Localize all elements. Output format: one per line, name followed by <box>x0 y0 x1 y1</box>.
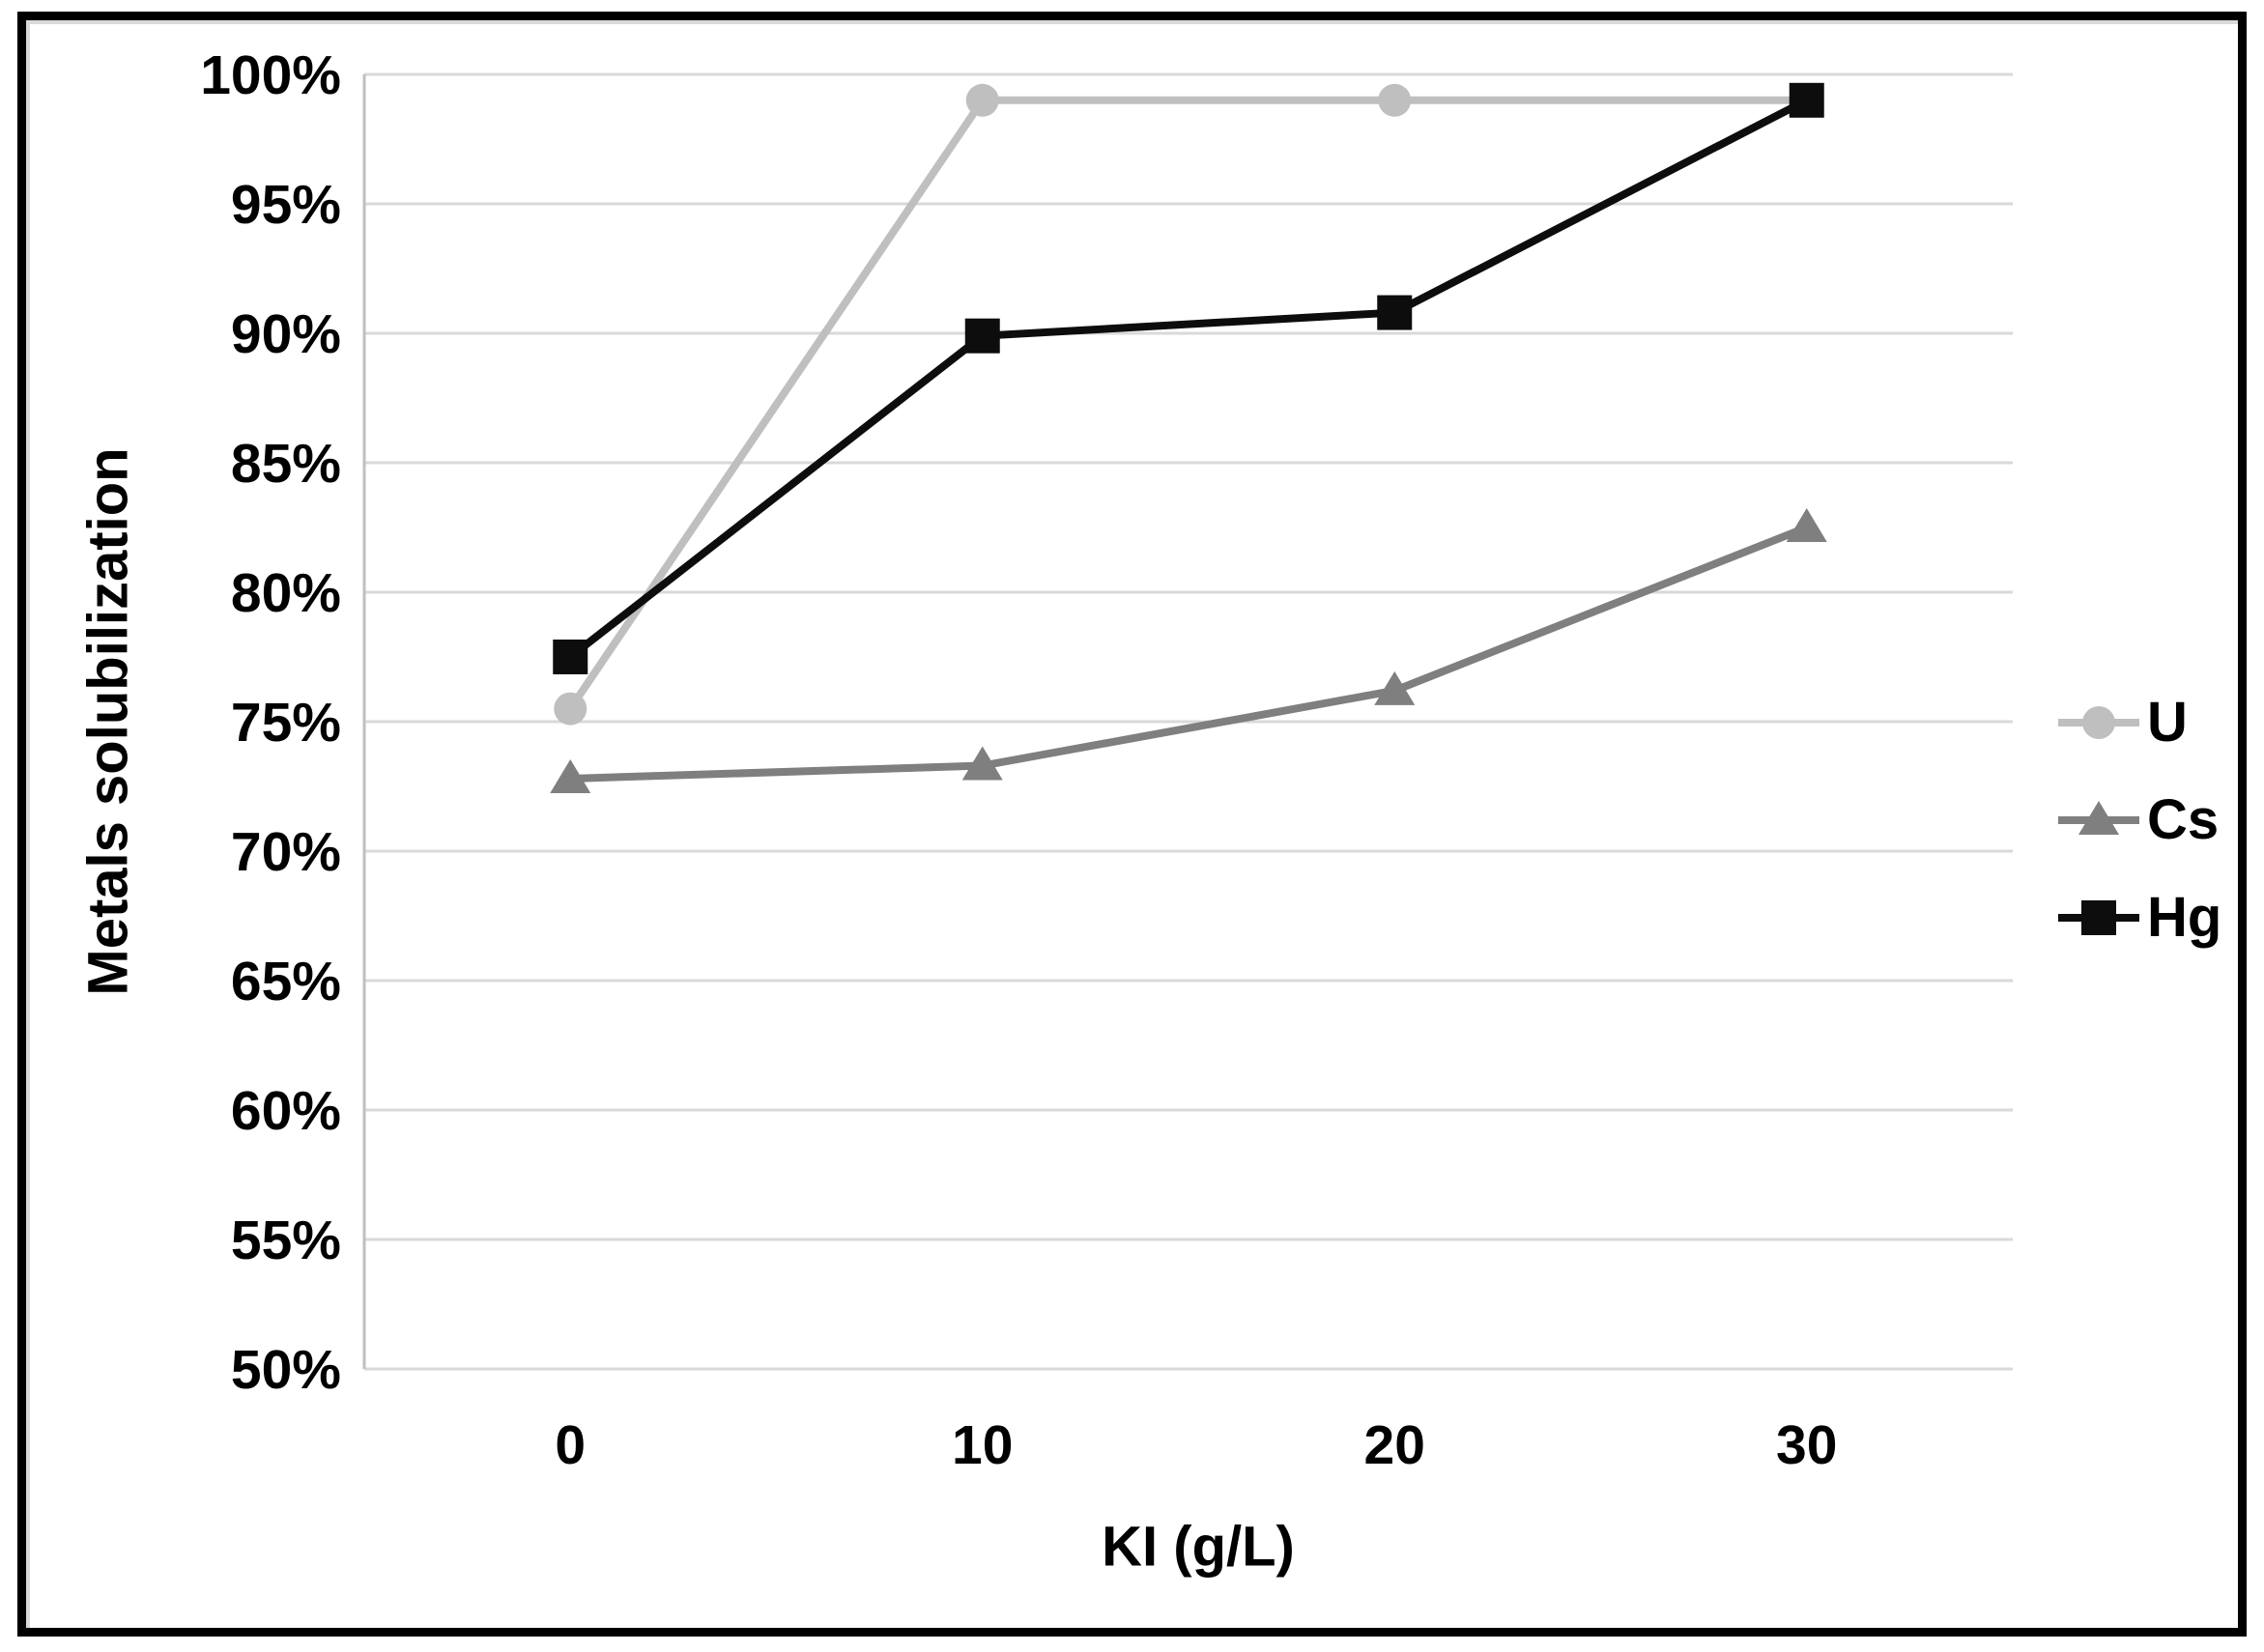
series-u-circle-marker <box>965 83 999 117</box>
series-hg-square-marker <box>964 318 1000 354</box>
legend-item-cs: Cs <box>2058 782 2219 859</box>
legend-marker-shape <box>2082 706 2115 739</box>
y-tick-label: 50% <box>231 1339 341 1401</box>
series-u-circle-marker <box>554 692 587 726</box>
legend-item-hg: Hg <box>2058 879 2221 956</box>
legend-label-cs: Cs <box>2147 788 2220 851</box>
legend-marker-shape <box>2078 801 2119 835</box>
series-cs-triangle-marker <box>1374 670 1416 705</box>
series-hg-square-marker <box>1789 82 1824 118</box>
series-cs-triangle-marker <box>961 746 1003 781</box>
y-tick-label: 100% <box>200 44 341 106</box>
y-tick-label: 60% <box>231 1080 341 1142</box>
y-tick-label: 95% <box>231 174 341 236</box>
legend-cs-triangle-icon <box>2058 801 2139 835</box>
x-tick-label: 30 <box>1776 1414 1837 1476</box>
series-line-cs <box>570 524 1809 783</box>
series-line-hg <box>567 97 1809 661</box>
legend-item-u: U <box>2058 684 2188 761</box>
legend-u-circle-icon <box>2058 706 2139 739</box>
x-tick-label: 20 <box>1364 1414 1425 1476</box>
y-tick-label: 90% <box>231 303 341 365</box>
y-tick-label: 55% <box>231 1210 341 1271</box>
y-tick-label: 70% <box>231 821 341 883</box>
x-tick-label: 0 <box>555 1414 586 1476</box>
y-axis-title: Metals solubilization <box>76 447 140 996</box>
y-tick-label: 75% <box>231 692 341 754</box>
legend-label-hg: Hg <box>2147 886 2222 949</box>
legend-hg-square-icon <box>2058 900 2139 935</box>
series-u-circle-marker <box>1378 83 1412 117</box>
series-cs-triangle-marker <box>550 758 591 793</box>
x-tick-label: 10 <box>952 1414 1013 1476</box>
series-hg-square-marker <box>1377 295 1413 330</box>
series-hg-square-marker <box>553 640 588 674</box>
series-cs-triangle-marker <box>1786 508 1827 542</box>
x-axis-title: KI (g/L) <box>1102 1515 1295 1579</box>
legend-label-u: U <box>2147 691 2188 754</box>
y-tick-label: 65% <box>231 951 341 1012</box>
series-line-u <box>566 96 1807 711</box>
y-tick-label: 85% <box>231 433 341 495</box>
legend-marker-shape <box>2081 900 2116 935</box>
y-tick-label: 80% <box>231 562 341 624</box>
